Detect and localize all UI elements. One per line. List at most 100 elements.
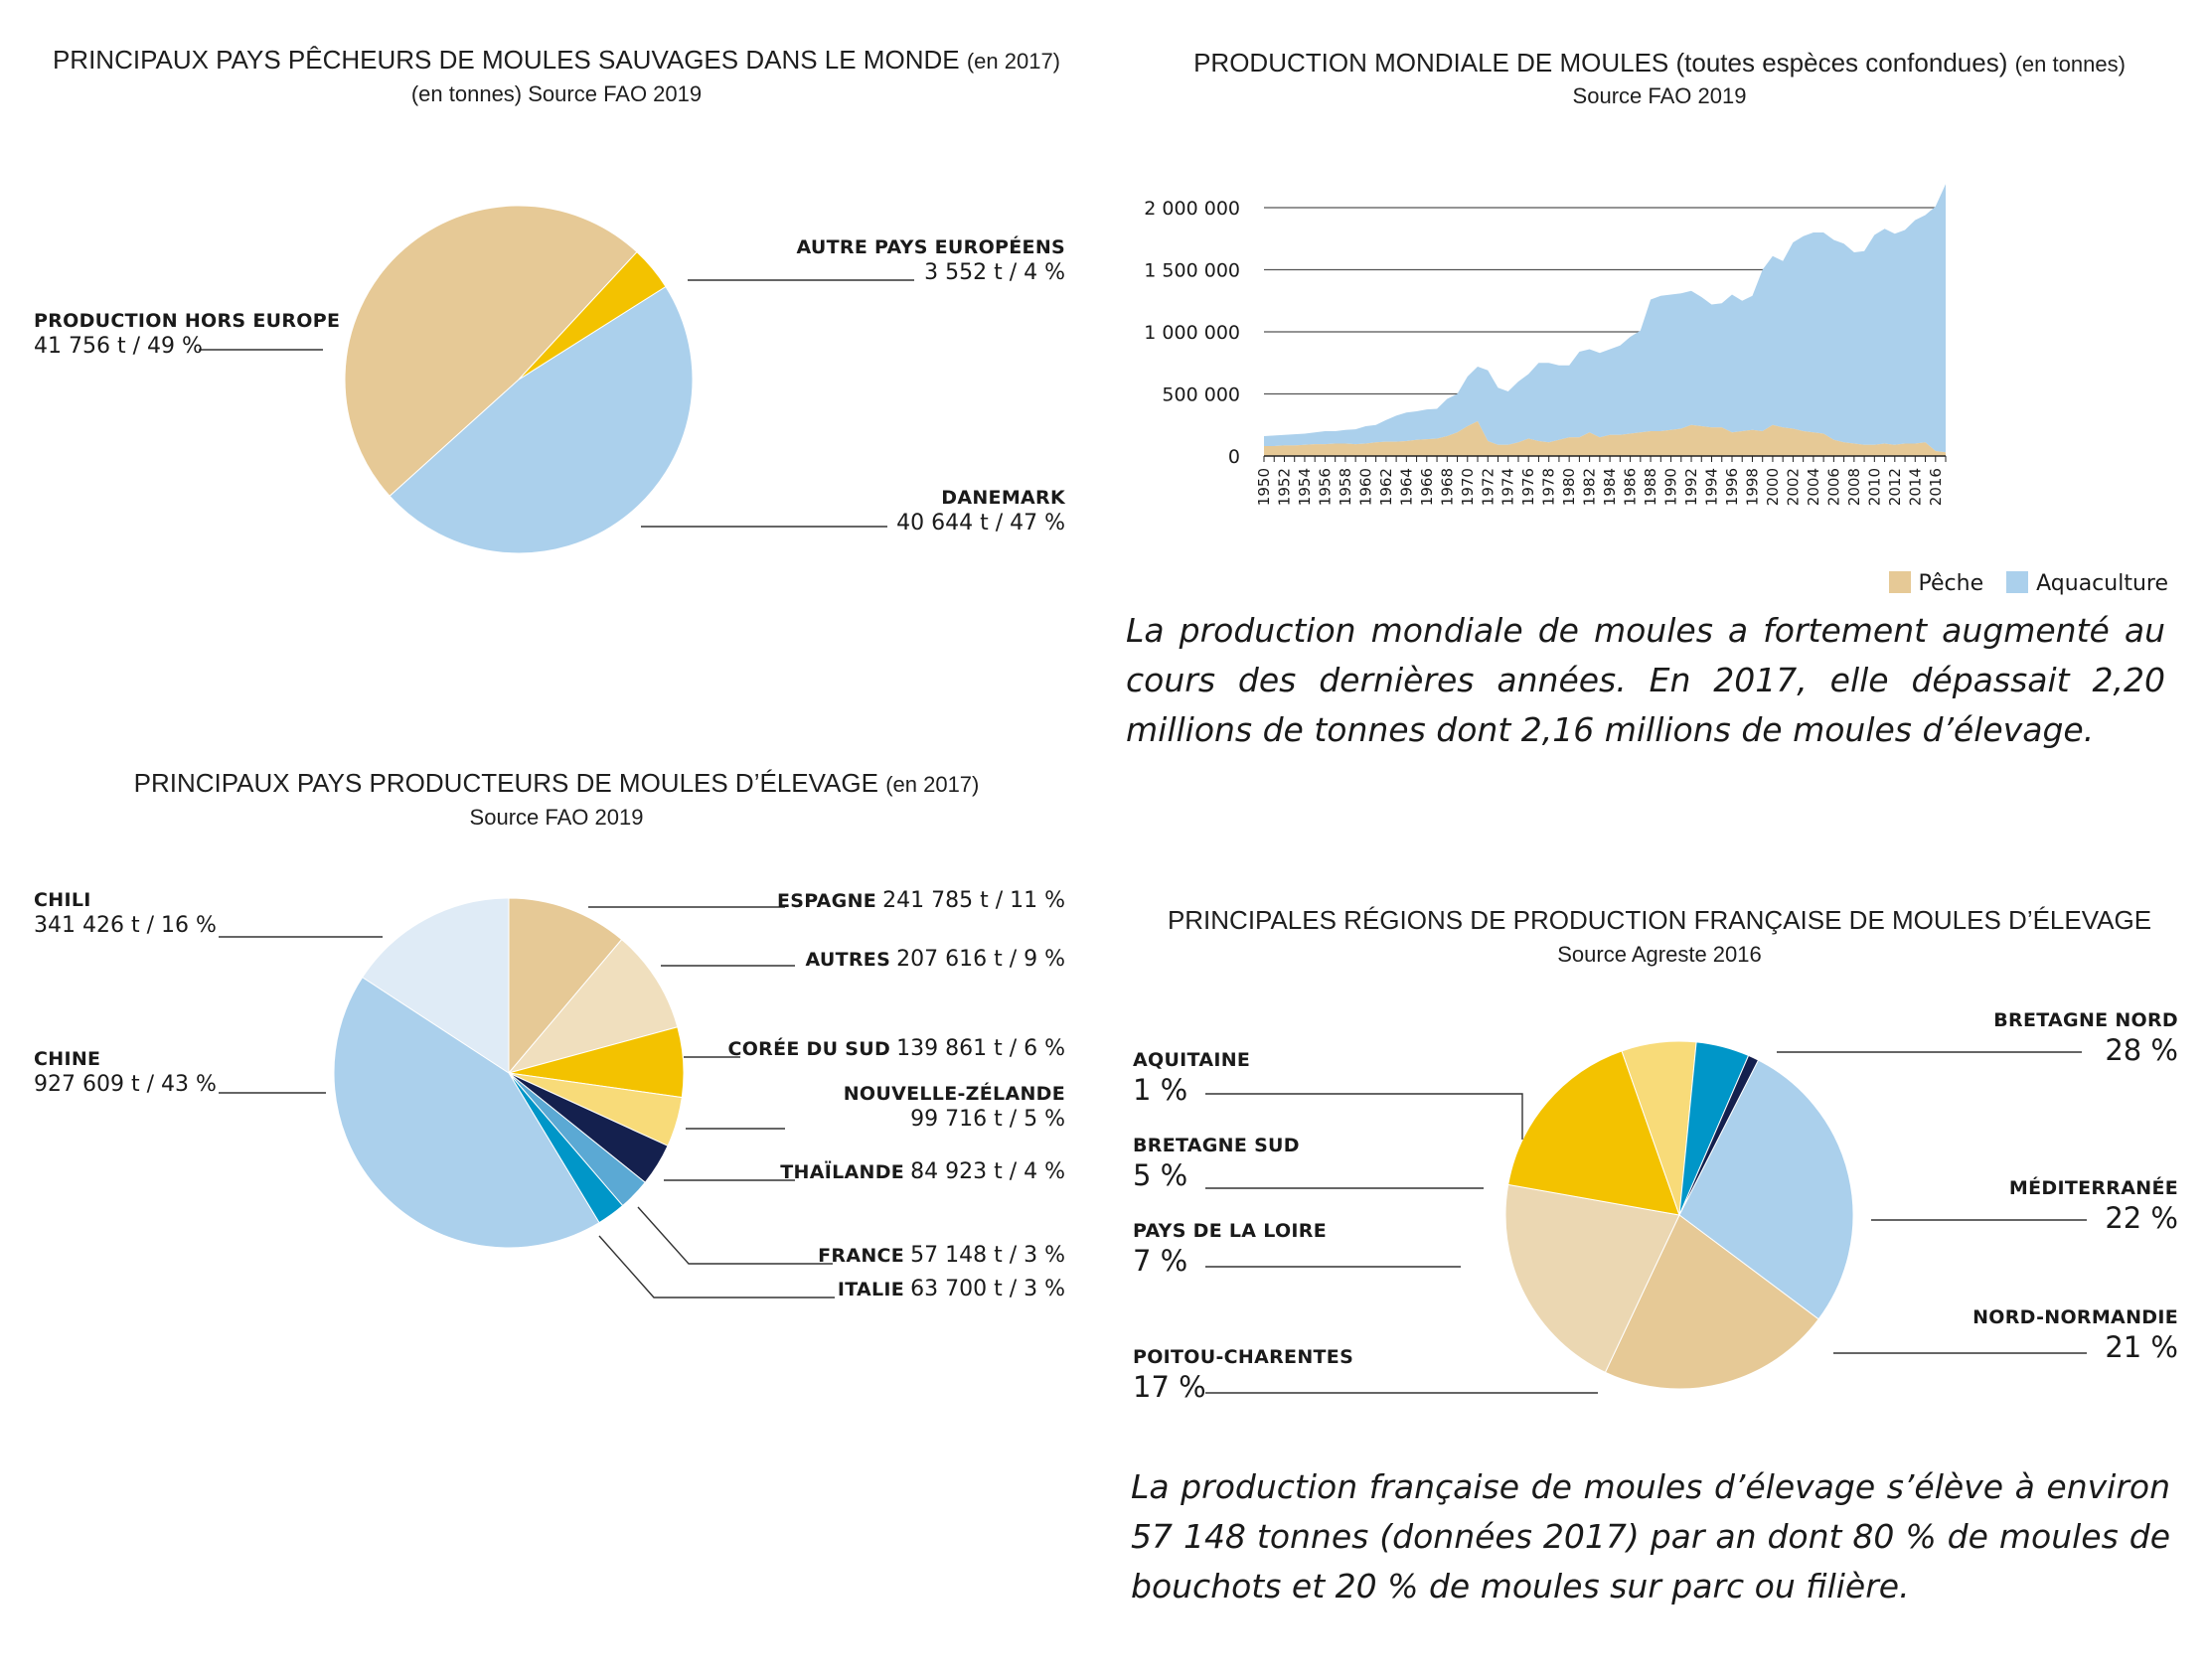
label-aquitaine: AQUITAINE 1 % xyxy=(1133,1047,1250,1107)
label-chili: CHILI 341 426 t / 16 % xyxy=(34,887,217,939)
x-tick-label: 2000 xyxy=(1764,468,1782,506)
label-coree-du-sud: CORÉE DU SUD 139 861 t / 6 % xyxy=(727,1036,1065,1062)
pie-slice-autres xyxy=(507,938,679,1074)
label-value: 40 644 t / 47 % xyxy=(896,511,1065,535)
label-name: NORD-NORMANDIE xyxy=(1972,1306,2178,1328)
farm-chart-subtitle: Source FAO 2019 xyxy=(469,805,644,830)
x-tick-label: 1966 xyxy=(1418,468,1436,506)
label-name: FRANCE xyxy=(818,1245,905,1267)
label-value: 7 % xyxy=(1133,1244,1188,1278)
x-tick-label: 2016 xyxy=(1927,468,1945,506)
x-tick-label: 1972 xyxy=(1479,468,1497,506)
france-chart-title: PRINCIPALES RÉGIONS DE PRODUCTION FRANÇA… xyxy=(1167,905,2152,935)
label-value: 1 % xyxy=(1133,1073,1188,1107)
label-thailande: THAÏLANDE 84 923 t / 4 % xyxy=(780,1159,1065,1185)
label-name: NOUVELLE-ZÉLANDE xyxy=(843,1083,1065,1105)
x-tick-label: 1990 xyxy=(1662,468,1680,506)
x-tick-label: 1984 xyxy=(1601,468,1619,506)
pie-slice-danemark xyxy=(389,285,694,554)
world-title-small: (en tonnes) xyxy=(2014,52,2126,76)
label-value: 99 716 t / 5 % xyxy=(910,1107,1065,1132)
x-tick-label: 1992 xyxy=(1682,468,1700,506)
label-pays-de-la-loire: PAYS DE LA LOIRE 7 % xyxy=(1133,1218,1327,1278)
label-name: ITALIE xyxy=(837,1279,905,1300)
y-tick-label: 1 000 000 xyxy=(1144,322,1240,344)
x-tick-label: 1962 xyxy=(1377,468,1395,506)
pie-slice-aquitaine xyxy=(1678,1054,1760,1216)
x-tick-label: 1980 xyxy=(1560,468,1578,506)
label-value: 63 700 t / 3 % xyxy=(910,1277,1065,1301)
label-name: MÉDITERRANÉE xyxy=(2008,1177,2178,1199)
farm-title-main: PRINCIPAUX PAYS PRODUCTEURS DE MOULES D’… xyxy=(133,768,878,798)
x-tick-label: 1996 xyxy=(1723,468,1741,506)
pie-slice-chili xyxy=(362,897,510,1074)
x-tick-label: 1976 xyxy=(1519,468,1537,506)
wild-pie xyxy=(344,205,694,554)
label-nord-normandie: NORD-NORMANDIE 21 % xyxy=(1972,1304,2178,1364)
legend-peche: Pêche xyxy=(1888,571,1991,596)
wild-chart-title: PRINCIPAUX PAYS PÊCHEURS DE MOULES SAUVA… xyxy=(20,42,1093,79)
label-value: 341 426 t / 16 % xyxy=(34,913,217,938)
label-mediterranee: MÉDITERRANÉE 22 % xyxy=(2009,1175,2178,1235)
label-name: PAYS DE LA LOIRE xyxy=(1133,1220,1327,1242)
label-value: 28 % xyxy=(2105,1033,2178,1067)
france-chart-subtitle: Source Agreste 2016 xyxy=(1557,942,1762,967)
area-series-aquaculture xyxy=(1264,184,1946,453)
label-italie: ITALIE 63 700 t / 3 % xyxy=(838,1277,1065,1302)
farm-title-small: (en 2017) xyxy=(885,772,980,797)
x-tick-label: 1998 xyxy=(1743,468,1761,506)
label-bretagne-sud: BRETAGNE SUD 5 % xyxy=(1133,1133,1300,1192)
x-tick-label: 2010 xyxy=(1865,468,1883,506)
x-tick-label: 1950 xyxy=(1255,468,1273,506)
label-autre-pays-europeens: AUTRE PAYS EUROPÉENS 3 552 t / 4 % xyxy=(796,234,1065,286)
label-value: 41 756 t / 49 % xyxy=(34,334,203,359)
x-tick-label: 2002 xyxy=(1784,468,1802,506)
world-legend: Pêche Aquaculture xyxy=(1888,571,2168,596)
label-bretagne-nord: BRETAGNE NORD 28 % xyxy=(1993,1007,2178,1067)
label-value: 21 % xyxy=(2105,1330,2178,1364)
x-tick-label: 1974 xyxy=(1499,468,1517,506)
pie-slice-mediterranee xyxy=(1604,1214,1819,1390)
legend-swatch-peche xyxy=(1888,571,1911,593)
label-nouvelle-zelande: NOUVELLE-ZÉLANDE 99 716 t / 5 % xyxy=(844,1081,1065,1133)
x-tick-label: 1958 xyxy=(1337,468,1354,506)
label-name: ESPAGNE xyxy=(776,890,877,912)
label-name: DANEMARK xyxy=(941,487,1065,509)
pie-slice-poitou-charentes xyxy=(1507,1050,1680,1216)
leader-lines xyxy=(199,279,2087,1394)
label-name: AUTRE PAYS EUROPÉENS xyxy=(796,236,1065,258)
label-name: AUTRES xyxy=(805,949,891,971)
x-tick-label: 1988 xyxy=(1642,468,1659,506)
world-title-main: PRODUCTION MONDIALE DE MOULES (toutes es… xyxy=(1193,48,2008,77)
label-value: 17 % xyxy=(1133,1370,1206,1404)
world-chart-title: PRODUCTION MONDIALE DE MOULES (toutes es… xyxy=(1123,45,2196,82)
x-tick-label: 1970 xyxy=(1459,468,1477,506)
x-tick-label: 1960 xyxy=(1356,468,1374,506)
label-value: 57 148 t / 3 % xyxy=(910,1243,1065,1268)
pie-slice-espagne xyxy=(508,897,623,1075)
label-chine: CHINE 927 609 t / 43 % xyxy=(34,1046,217,1098)
label-name: BRETAGNE SUD xyxy=(1133,1135,1300,1156)
leader-italie xyxy=(598,1235,835,1298)
x-tick-label: 1994 xyxy=(1703,468,1721,506)
label-name: AQUITAINE xyxy=(1133,1049,1251,1071)
y-tick-label: 0 xyxy=(1228,446,1240,468)
x-tick-label: 1954 xyxy=(1296,468,1314,506)
x-tick-label: 1982 xyxy=(1581,468,1599,506)
x-tick-label: 1978 xyxy=(1540,468,1558,506)
label-espagne: ESPAGNE 241 785 t / 11 % xyxy=(777,888,1065,914)
france-paragraph: La production française de moules d’élev… xyxy=(1131,1467,2170,1605)
label-name: CHINE xyxy=(34,1048,101,1070)
pie-slice-nord-normandie xyxy=(1504,1183,1680,1373)
label-value: 241 785 t / 11 % xyxy=(882,888,1065,913)
pie-slice-bretagne-nord xyxy=(1678,1059,1854,1320)
legend-aquaculture: Aquaculture xyxy=(2006,571,2168,596)
y-tick-label: 2 000 000 xyxy=(1144,198,1240,220)
legend-label-aquaculture: Aquaculture xyxy=(2036,571,2168,596)
x-tick-label: 2012 xyxy=(1886,468,1904,506)
label-value: 207 616 t / 9 % xyxy=(896,947,1065,972)
label-value: 139 861 t / 6 % xyxy=(896,1036,1065,1061)
y-tick-label: 500 000 xyxy=(1162,384,1240,406)
label-value: 84 923 t / 4 % xyxy=(910,1159,1065,1184)
